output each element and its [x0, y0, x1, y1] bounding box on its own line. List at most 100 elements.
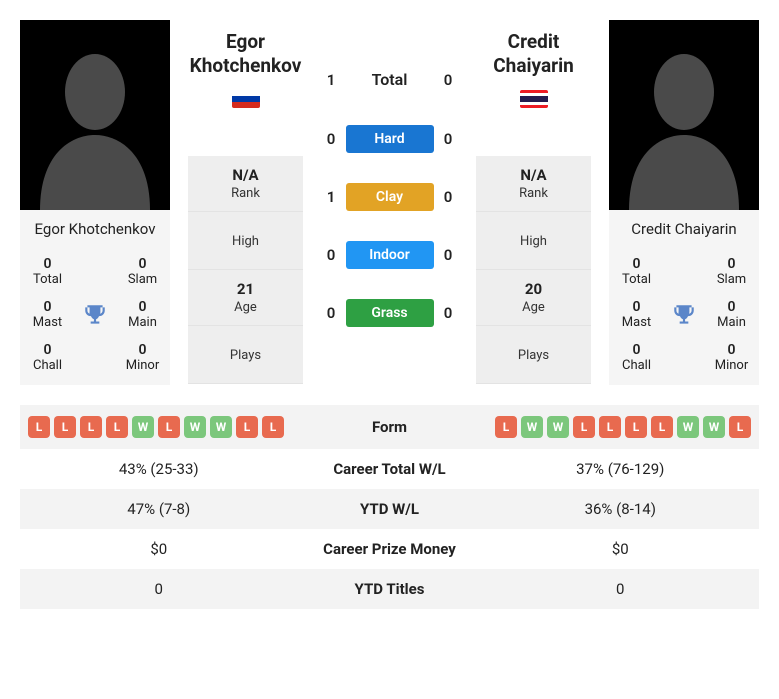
trophy-minor-lbl: Minor	[119, 358, 166, 373]
trophy-slam-val: 0	[708, 256, 755, 272]
form-pill-win: W	[132, 416, 154, 438]
player-name-right: Credit Chaiyarin	[609, 210, 759, 248]
player-firstname-left: Egor	[226, 30, 265, 53]
compare-right: 37% (76-129)	[490, 460, 752, 478]
surface-left-val: 1	[321, 71, 341, 89]
form-pill-loss: L	[236, 416, 258, 438]
compare-table: LLLLWLWWLL Form LWWLLLLWWL 43% (25-33)Ca…	[20, 405, 759, 609]
form-pill-win: W	[547, 416, 569, 438]
h2h-surfaces: 1Total00Hard01Clay00Indoor00Grass0	[321, 20, 458, 327]
player-header-left: Egor Khotchenkov N/ARank High 21Age Play…	[188, 20, 303, 384]
player-photo-left	[20, 20, 170, 210]
player-lastname-right: Chaiyarin	[493, 54, 574, 77]
trophy-chall-val: 0	[24, 342, 71, 358]
form-left: LLLLWLWWLL	[28, 416, 290, 438]
player-header-right: Credit Chaiyarin N/ARank High 20Age Play…	[476, 20, 591, 384]
stat-stack-left: N/ARank High 21Age Plays	[188, 156, 303, 384]
age-lbl: Age	[480, 300, 587, 315]
rank-val: N/A	[480, 166, 587, 184]
form-pill-loss: L	[599, 416, 621, 438]
player-bigname-right: Credit Chaiyarin	[493, 30, 574, 78]
form-row: LLLLWLWWLL Form LWWLLLLWWL	[20, 405, 759, 449]
player-lastname-left: Khotchenkov	[190, 54, 302, 77]
trophy-mast-val: 0	[613, 299, 660, 315]
surface-right-val: 0	[438, 246, 458, 264]
surface-right-val: 0	[438, 71, 458, 89]
trophy-grid-right: 0Total 0Slam 0Mast 0Main 0Chall 0Minor	[609, 248, 759, 385]
form-label: Form	[290, 418, 490, 436]
player-card-right: Credit Chaiyarin 0Total 0Slam 0Mast 0Mai…	[609, 20, 759, 385]
surface-row: 0Hard0	[321, 125, 458, 153]
player-bigname-left: Egor Khotchenkov	[190, 30, 302, 78]
trophy-main-val: 0	[708, 299, 755, 315]
rank-lbl: Rank	[480, 186, 587, 201]
surface-row: 0Indoor0	[321, 241, 458, 269]
flag-ru-icon	[232, 90, 260, 108]
stat-stack-right: N/ARank High 20Age Plays	[476, 156, 591, 384]
form-pill-loss: L	[729, 416, 751, 438]
player-photo-right	[609, 20, 759, 210]
compare-left: $0	[28, 540, 290, 558]
form-pill-win: W	[703, 416, 725, 438]
surface-label: Hard	[346, 125, 434, 153]
form-pill-loss: L	[573, 416, 595, 438]
surface-row: 1Clay0	[321, 183, 458, 211]
surface-right-val: 0	[438, 130, 458, 148]
trophy-total-val: 0	[613, 256, 660, 272]
plays-lbl: Plays	[480, 348, 587, 363]
form-pill-win: W	[521, 416, 543, 438]
trophy-total-lbl: Total	[24, 272, 71, 287]
trophy-icon	[75, 299, 115, 330]
form-pill-loss: L	[625, 416, 647, 438]
trophy-grid-left: 0Total 0Slam 0Mast 0Main 0Chall 0Minor	[20, 248, 170, 385]
form-pill-loss: L	[495, 416, 517, 438]
compare-row: 0YTD Titles0	[20, 569, 759, 609]
form-pill-loss: L	[54, 416, 76, 438]
form-pill-loss: L	[106, 416, 128, 438]
compare-right: 0	[490, 580, 752, 598]
compare-row: 43% (25-33)Career Total W/L37% (76-129)	[20, 449, 759, 489]
player-firstname-right: Credit	[508, 30, 560, 53]
surface-label: Total	[346, 64, 434, 95]
surface-row: 0Grass0	[321, 299, 458, 327]
silhouette-icon	[20, 20, 170, 210]
form-right: LWWLLLLWWL	[490, 416, 752, 438]
compare-left: 47% (7-8)	[28, 500, 290, 518]
silhouette-icon	[609, 20, 759, 210]
rank-lbl: Rank	[192, 186, 299, 201]
trophy-total-lbl: Total	[613, 272, 660, 287]
trophy-slam-lbl: Slam	[708, 272, 755, 287]
trophy-total-val: 0	[24, 256, 71, 272]
player-card-left: Egor Khotchenkov 0Total 0Slam 0Mast 0Mai…	[20, 20, 170, 385]
surface-right-val: 0	[438, 304, 458, 322]
trophy-chall-lbl: Chall	[24, 358, 71, 373]
trophy-mast-lbl: Mast	[24, 315, 71, 330]
form-pill-win: W	[184, 416, 206, 438]
form-pill-loss: L	[80, 416, 102, 438]
trophy-main-lbl: Main	[708, 315, 755, 330]
surface-label: Grass	[346, 299, 434, 327]
compare-right: $0	[490, 540, 752, 558]
plays-lbl: Plays	[192, 348, 299, 363]
flag-th-icon	[520, 90, 548, 108]
trophy-slam-val: 0	[119, 256, 166, 272]
trophy-icon	[664, 299, 704, 330]
top-row: Egor Khotchenkov 0Total 0Slam 0Mast 0Mai…	[20, 20, 759, 385]
trophy-minor-lbl: Minor	[708, 358, 755, 373]
surface-label: Clay	[346, 183, 434, 211]
surface-left-val: 0	[321, 246, 341, 264]
age-val: 21	[192, 280, 299, 298]
surface-left-val: 0	[321, 304, 341, 322]
form-pill-win: W	[677, 416, 699, 438]
trophy-main-lbl: Main	[119, 315, 166, 330]
form-pill-loss: L	[651, 416, 673, 438]
surface-right-val: 0	[438, 188, 458, 206]
form-pill-loss: L	[28, 416, 50, 438]
trophy-chall-lbl: Chall	[613, 358, 660, 373]
age-lbl: Age	[192, 300, 299, 315]
trophy-minor-val: 0	[119, 342, 166, 358]
rank-val: N/A	[192, 166, 299, 184]
player-name-left: Egor Khotchenkov	[20, 210, 170, 248]
compare-label: YTD W/L	[290, 500, 490, 518]
trophy-main-val: 0	[119, 299, 166, 315]
